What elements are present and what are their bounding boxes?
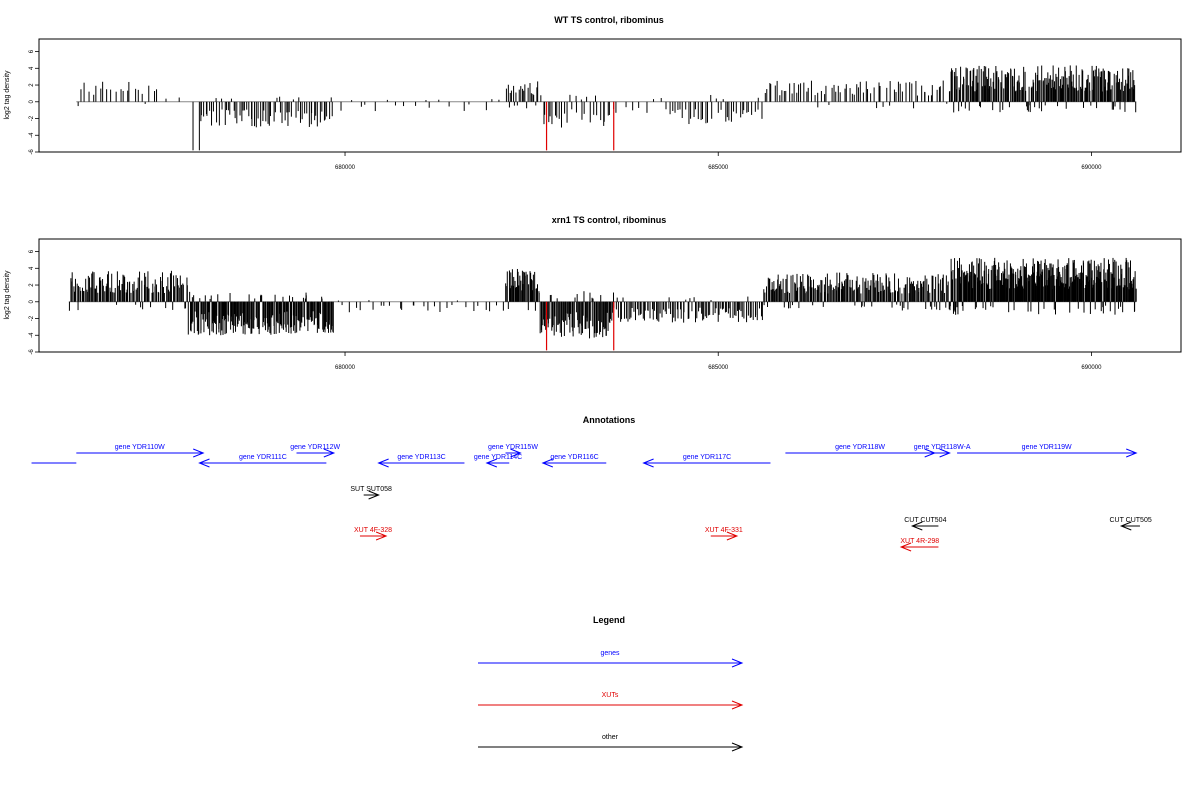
- wt-bars: [76, 65, 1137, 151]
- legend-label: genes: [600, 650, 620, 657]
- xrn1-y-tick-label: -4: [29, 332, 35, 338]
- wt-panel-title: WT TS control, ribominus: [554, 15, 664, 25]
- annotation-label: CUT CUT504: [904, 517, 946, 524]
- xrn1-plot-frame: [38, 238, 1182, 353]
- annotation-feature: SUT SUT058: [350, 486, 392, 500]
- wt-y-tick-label: 4: [29, 66, 35, 70]
- wt-y-tick-label: 6: [29, 49, 35, 53]
- annotation-arrow-head: [1126, 448, 1138, 458]
- xrn1-x-tick-label: 680000: [335, 365, 356, 371]
- annotation-feature: XUT 4F-331: [705, 527, 743, 541]
- xrn1-y-axis-label: log2 tag density: [4, 270, 11, 320]
- xrn1-y-tick-label: 6: [29, 249, 35, 253]
- legend-label: other: [602, 734, 619, 741]
- annotation-feature: gene YDR118W-A: [914, 444, 971, 458]
- xrn1-bars: [68, 257, 1137, 351]
- annotation-arrow-head: [510, 448, 522, 458]
- xrn1-y-tick-label: 4: [29, 266, 35, 270]
- annotation-arrow-head: [726, 531, 739, 541]
- annotation-label: gene YDR113C: [397, 454, 445, 461]
- annotation-feature: gene YDR113C: [377, 454, 465, 468]
- wt-y-tick-label: 0: [29, 99, 35, 103]
- annotation-feature: gene YDR110W: [76, 444, 205, 458]
- legend-item-xuts: XUTs: [478, 692, 744, 710]
- annotation-feature: gene YDR117C: [642, 454, 771, 468]
- wt-x-tick-label: 680000: [335, 165, 356, 171]
- annotation-label: gene YDR116C: [550, 454, 598, 461]
- annotation-label: gene YDR112W: [290, 444, 340, 451]
- legend: genes XUTs other: [478, 650, 744, 752]
- annotation-arrow-head: [198, 458, 210, 468]
- legend-arrow-head: [731, 658, 744, 668]
- annotation-feature: gene YDR116C: [541, 454, 607, 468]
- annotation-arrow-head: [193, 448, 205, 458]
- xrn1-y-tick-label: -6: [29, 349, 35, 355]
- annotation-label: gene YDR118W: [835, 444, 885, 451]
- xrn1-y-tick-label: 2: [29, 283, 35, 287]
- annotation-arrow-head: [485, 458, 498, 468]
- annotations-title: Annotations: [583, 415, 636, 425]
- wt-plot-frame: [38, 38, 1182, 153]
- xrn1-axes: -6 -4 -2 0 2 4 6 680000 685000 690000: [29, 249, 1102, 371]
- wt-y-axis-label: log2 tag density: [4, 70, 11, 120]
- legend-item-genes: genes: [478, 650, 744, 668]
- annotation-arrow-head: [939, 448, 951, 458]
- wt-y-tick-label: -2: [29, 115, 35, 121]
- annotation-label: gene YDR115W: [488, 444, 538, 451]
- annotation-arrow-head: [323, 448, 336, 458]
- annotation-label: gene YDR119W: [1022, 444, 1072, 451]
- annotation-arrow-head: [368, 490, 380, 500]
- legend-title: Legend: [593, 615, 625, 625]
- xrn1-y-tick-label: -2: [29, 315, 35, 321]
- xrn1-panel-title: xrn1 TS control, ribominus: [552, 215, 667, 225]
- legend-arrow-head: [731, 742, 744, 752]
- wt-axes: -6 -4 -2 0 2 4 6 680000 685000 690000: [29, 49, 1102, 171]
- wt-x-tick-label: 690000: [1081, 165, 1102, 171]
- annotation-feature: gene YDR119W: [957, 444, 1138, 458]
- wt-y-tick-label: -6: [29, 149, 35, 155]
- legend-arrow-head: [731, 700, 744, 710]
- annotation-feature: XUT 4F-328: [354, 527, 392, 541]
- annotation-feature: gene YDR111C: [198, 454, 327, 468]
- annotation-arrow-head: [642, 458, 654, 468]
- annotation-feature: gene YDR114C: [474, 454, 522, 468]
- xrn1-x-tick-label: 690000: [1081, 365, 1102, 371]
- xrn1-x-tick-label: 685000: [708, 365, 729, 371]
- wt-y-tick-label: -4: [29, 132, 35, 138]
- wt-panel: WT TS control, ribominus log2 tag densit…: [4, 15, 1182, 171]
- annotation-label: XUT 4F-328: [354, 527, 392, 534]
- annotation-label: SUT SUT058: [350, 486, 392, 493]
- annotation-feature: XUT 4R-298: [899, 538, 939, 552]
- wt-y-tick-label: 2: [29, 83, 35, 87]
- annotation-label: XUT 4F-331: [705, 527, 743, 534]
- legend-item-other: other: [478, 734, 744, 752]
- annotation-arrow-head: [1119, 521, 1132, 531]
- annotation-feature: gene YDR115W: [488, 444, 538, 458]
- legend-label: XUTs: [602, 692, 619, 699]
- xrn1-panel: xrn1 TS control, ribominus log2 tag dens…: [4, 215, 1182, 371]
- annotation-label: XUT 4R-298: [900, 538, 939, 545]
- annotation-arrow-head: [375, 531, 388, 541]
- xrn1-y-tick-label: 0: [29, 299, 35, 303]
- annotation-arrow-head: [899, 542, 912, 552]
- annotation-label: gene YDR110W: [115, 444, 165, 451]
- wt-x-tick-label: 685000: [708, 165, 729, 171]
- annotation-arrow-head: [541, 458, 554, 468]
- annotation-arrow-head: [910, 521, 923, 531]
- annotation-label: gene YDR117C: [683, 454, 731, 461]
- annotation-label: gene YDR114C: [474, 454, 522, 461]
- annotation-arrow-head: [377, 458, 389, 468]
- annotation-label: gene YDR118W-A: [914, 444, 971, 451]
- annotation-feature: CUT CUT504: [904, 517, 947, 531]
- annotation-feature: gene YDR112W: [290, 444, 341, 458]
- annotation-label: gene YDR111C: [239, 454, 287, 461]
- annotation-feature: gene YDR118W: [785, 444, 937, 458]
- annotation-feature: CUT CUT505: [1109, 517, 1152, 531]
- annotation-label: CUT CUT505: [1109, 517, 1151, 524]
